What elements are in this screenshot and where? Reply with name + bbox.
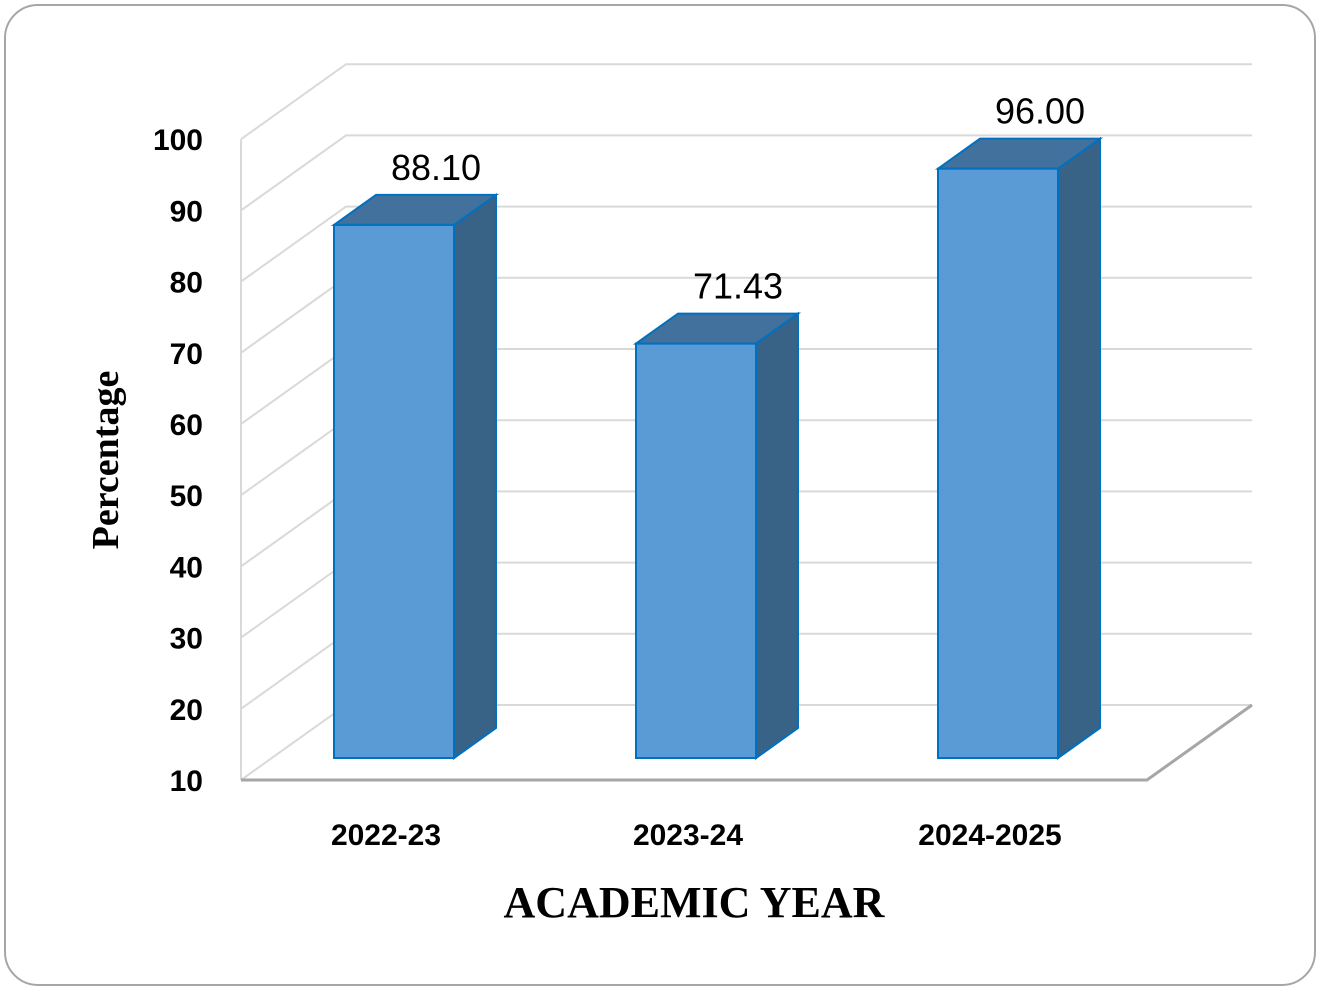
- bar-side-face: [755, 311, 799, 760]
- gridline: [240, 134, 1252, 212]
- gridline: [240, 63, 1252, 141]
- y-tick-label: 40: [170, 551, 203, 584]
- y-tick-label: 80: [170, 267, 203, 300]
- x-axis-ticks: 2022-23 2023-24 2024-2025: [331, 819, 1062, 852]
- y-tick-label: 60: [170, 409, 203, 442]
- bar-front-face: [937, 167, 1059, 759]
- data-label: 71.43: [693, 266, 783, 307]
- y-axis-title: Percentage: [85, 371, 127, 550]
- data-labels: 88.10 71.43 96.00: [391, 91, 1085, 307]
- y-tick-label: 30: [170, 623, 203, 656]
- y-tick-label: 100: [153, 124, 203, 157]
- y-tick-label: 70: [170, 338, 203, 371]
- y-tick-label: 90: [170, 195, 203, 228]
- bar-front-face: [333, 223, 455, 760]
- bar-series: [330, 136, 1104, 760]
- bar-front-face: [635, 342, 757, 759]
- bar-side-face: [453, 192, 497, 760]
- bar: [934, 136, 1104, 760]
- bar: [632, 311, 802, 760]
- x-tick-label: 2024-2025: [918, 819, 1061, 852]
- data-label: 88.10: [391, 147, 481, 188]
- bar-side-face: [1057, 136, 1101, 760]
- bar: [330, 192, 500, 760]
- y-tick-label: 50: [170, 480, 203, 513]
- x-axis-title: ACADEMIC YEAR: [504, 878, 886, 927]
- y-tick-label: 20: [170, 694, 203, 727]
- floor-front-edge: [241, 703, 1253, 782]
- data-label: 96.00: [995, 91, 1085, 132]
- x-tick-label: 2023-24: [633, 819, 743, 852]
- y-tick-label: 10: [170, 765, 203, 798]
- x-tick-label: 2022-23: [331, 819, 441, 852]
- y-axis-ticks: 10 20 30 40 50 60 70 80 90 100: [153, 124, 203, 798]
